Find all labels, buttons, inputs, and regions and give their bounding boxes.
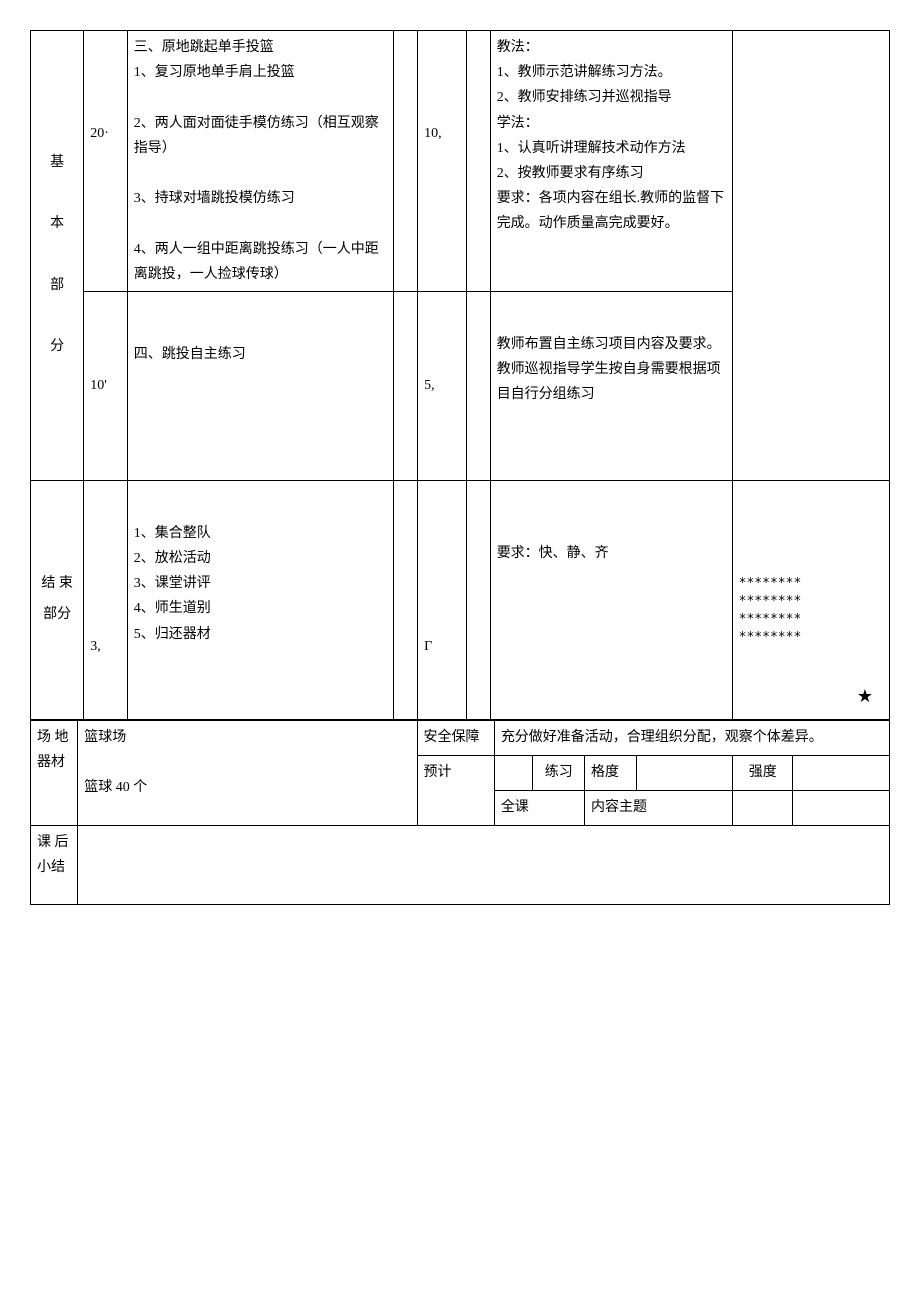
full-class-label: 全课 [494, 790, 584, 825]
venue-value: 篮球场 篮球 40 个 [78, 720, 417, 825]
section-end-label: 结 束 部分 [31, 480, 84, 719]
venue-line1: 篮球场 [84, 730, 126, 745]
estimate-label-text: 预计 [424, 765, 452, 780]
summary-row: 课 后 小结 [31, 825, 890, 904]
end-time: 3, [84, 480, 128, 719]
intensity-label: 强度 [733, 755, 793, 790]
summary-value [78, 825, 890, 904]
basic-method-1-text: 教法： 1、教师示范讲解练习方法。 2、教师安排练习并巡视指导 学法： 1、认真… [497, 40, 725, 231]
spacer-3a [393, 480, 417, 719]
section-basic-label: 基 本 部 分 [31, 31, 84, 481]
footer-table: 场 地 器材 篮球场 篮球 40 个 安全保障 充分做好准备活动，合理组织分配，… [30, 720, 890, 905]
end-row: 结 束 部分 3, 1、集合整队 2、放松活动 3、课堂讲评 4、师生道别 5、… [31, 480, 890, 719]
density-value [636, 755, 733, 790]
safety-label: 安全保障 [417, 720, 494, 755]
basic-time-2-text: 10' [90, 378, 107, 393]
safety-text: 充分做好准备活动，合理组织分配，观察个体差异。 [501, 730, 823, 745]
safety-value: 充分做好准备活动，合理组织分配，观察个体差异。 [494, 720, 889, 755]
basic-method-2: 教师布置自主练习项目内容及要求。 教师巡视指导学生按自身需要根据项目自行分组练习 [490, 291, 732, 480]
basic-row-1: 基 本 部 分 20· 三、原地跳起单手投篮 1、复习原地单手肩上投篮 2、两人… [31, 31, 890, 292]
content-theme-label: 内容主题 [584, 790, 732, 825]
venue-line2: 篮球 40 个 [84, 780, 147, 795]
estimate-label: 预计 [417, 755, 494, 825]
end-method: 要求：快、静、齐 [490, 480, 732, 719]
basic-content-1-text: 三、原地跳起单手投篮 1、复习原地单手肩上投篮 2、两人面对面徒手模仿练习（相互… [134, 40, 379, 282]
summary-label-text: 课 后 小结 [37, 835, 69, 875]
basic-diagram [732, 31, 889, 481]
content-theme-blank-1 [733, 790, 793, 825]
practice-label-text: 练习 [545, 765, 573, 780]
end-reps: Γ [418, 480, 466, 719]
intensity-label-text: 强度 [749, 765, 777, 780]
section-basic-label-text: 基 本 部 分 [50, 155, 64, 355]
end-content-text: 1、集合整队 2、放松活动 3、课堂讲评 4、师生道别 5、归还器材 [134, 526, 211, 642]
basic-reps-2: 5, [418, 291, 466, 480]
end-time-text: 3, [90, 639, 101, 654]
content-theme-blank-2 [793, 790, 890, 825]
spacer-1b [466, 31, 490, 292]
end-diagram: ******** ******** ******** ******** ★ [732, 480, 889, 719]
full-class-label-text: 全课 [501, 800, 529, 815]
basic-reps-2-text: 5, [424, 378, 435, 393]
basic-method-1: 教法： 1、教师示范讲解练习方法。 2、教师安排练习并巡视指导 学法： 1、认真… [490, 31, 732, 292]
spacer-2b [466, 291, 490, 480]
basic-content-2: 四、跳投自主练习 [127, 291, 393, 480]
summary-label: 课 后 小结 [31, 825, 78, 904]
footer-row-venue-safety: 场 地 器材 篮球场 篮球 40 个 安全保障 充分做好准备活动，合理组织分配，… [31, 720, 890, 755]
section-end-label-text: 结 束 部分 [41, 576, 73, 622]
basic-time-1-text: 20· [90, 126, 109, 141]
spacer-3b [466, 480, 490, 719]
end-reps-text: Γ [424, 639, 432, 654]
basic-method-2-text: 教师布置自主练习项目内容及要求。 教师巡视指导学生按自身需要根据项目自行分组练习 [497, 337, 721, 402]
end-content: 1、集合整队 2、放松活动 3、课堂讲评 4、师生道别 5、归还器材 [127, 480, 393, 719]
spacer-1a [393, 31, 417, 292]
venue-label: 场 地 器材 [31, 720, 78, 825]
basic-content-2-text: 四、跳投自主练习 [134, 347, 246, 362]
basic-content-1: 三、原地跳起单手投篮 1、复习原地单手肩上投篮 2、两人面对面徒手模仿练习（相互… [127, 31, 393, 292]
basic-time-2: 10' [84, 291, 128, 480]
estimate-blank-tl [494, 755, 533, 790]
intensity-value [793, 755, 890, 790]
safety-label-text: 安全保障 [424, 730, 480, 745]
spacer-2a [393, 291, 417, 480]
basic-time-1: 20· [84, 31, 128, 292]
venue-label-text: 场 地 器材 [37, 730, 69, 770]
star-icon: ★ [857, 680, 873, 712]
formation-asterisks: ******** ******** ******** ******** [739, 575, 883, 648]
end-method-text: 要求：快、静、齐 [497, 546, 609, 561]
density-label-text: 格度 [591, 765, 619, 780]
density-label: 格度 [584, 755, 636, 790]
basic-reps-1: 10, [418, 31, 466, 292]
lesson-plan-table: 基 本 部 分 20· 三、原地跳起单手投篮 1、复习原地单手肩上投篮 2、两人… [30, 30, 890, 720]
practice-label: 练习 [533, 755, 585, 790]
basic-reps-1-text: 10, [424, 126, 442, 141]
content-theme-label-text: 内容主题 [591, 800, 647, 815]
